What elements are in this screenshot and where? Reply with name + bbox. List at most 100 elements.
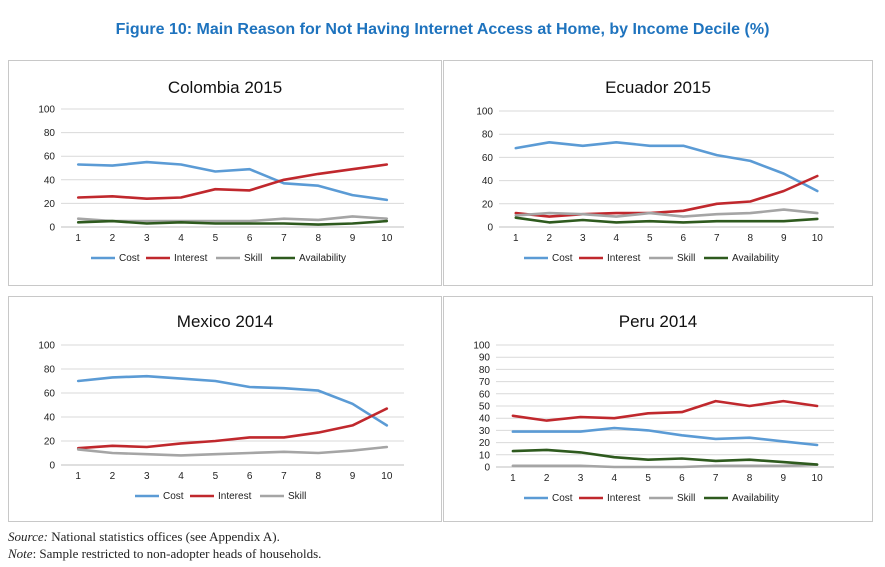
- chart-panel-peru: Peru 2014 0 10 20 30 40 50 60 70 80 90 100 1 2 3 4 5 6 7 8 9…: [443, 296, 873, 522]
- y-tick-label: 20: [44, 437, 56, 448]
- series-line-cost: [76, 374, 389, 427]
- y-tick-label: 0: [49, 223, 55, 234]
- y-tick-label: 20: [479, 438, 491, 449]
- x-tick-label: 10: [812, 233, 824, 244]
- y-tick-label: 30: [479, 426, 491, 437]
- legend-label-interest: Interest: [607, 493, 641, 504]
- x-tick-label: 3: [144, 471, 150, 482]
- chart-mexico: Mexico 2014 0 20 40 60 80 100 1 2 3 4 5 6 7 8 9 10 Cost In…: [38, 312, 404, 502]
- y-tick-label: 80: [479, 365, 491, 376]
- y-tick-label: 40: [44, 175, 56, 186]
- y-tick-label: 20: [482, 199, 494, 210]
- note-label: Note: [8, 546, 33, 561]
- x-tick-label: 7: [713, 473, 719, 484]
- series-line-interest: [511, 399, 819, 422]
- y-tick-label: 0: [484, 463, 490, 474]
- y-tick-label: 80: [44, 365, 56, 376]
- x-tick-label: 1: [75, 471, 81, 482]
- x-tick-label: 4: [178, 233, 184, 244]
- series-line-availability: [76, 219, 389, 226]
- series-line-interest: [514, 174, 819, 218]
- chart-title: Ecuador 2015: [605, 78, 711, 97]
- source-label: Source:: [8, 529, 48, 544]
- x-tick-label: 4: [178, 471, 184, 482]
- x-tick-label: 10: [381, 471, 393, 482]
- chart-panel-ecuador: Ecuador 2015 0 20 40 60 80 100 1 2 3 4 5 6 7 8 9 10 Cost I…: [443, 60, 873, 286]
- chart-panel-colombia: Colombia 2015 0 20 40 60 80 100 1 2 3 4 5 6 7 8 9 10 Cost…: [8, 60, 442, 286]
- x-tick-label: 6: [680, 233, 686, 244]
- y-tick-label: 80: [482, 130, 494, 141]
- x-tick-label: 2: [110, 471, 116, 482]
- legend-label-cost: Cost: [119, 253, 140, 264]
- series-line-skill: [76, 445, 389, 457]
- series-line-interest: [76, 407, 389, 450]
- y-tick-label: 50: [479, 402, 491, 413]
- y-tick-label: 40: [44, 413, 56, 424]
- x-tick-label: 3: [580, 233, 586, 244]
- y-tick-label: 90: [479, 353, 491, 364]
- sample-note: Note: Sample restricted to non-adopter h…: [8, 546, 321, 562]
- x-tick-label: 9: [781, 473, 787, 484]
- legend-label-interest: Interest: [218, 491, 252, 502]
- series-line-cost: [511, 426, 819, 447]
- series-line-availability: [514, 216, 819, 224]
- y-tick-label: 100: [473, 341, 490, 352]
- legend-label-interest: Interest: [607, 253, 641, 264]
- y-tick-label: 100: [38, 341, 55, 352]
- y-tick-label: 60: [44, 152, 56, 163]
- series-line-interest: [76, 163, 389, 200]
- legend-label-skill: Skill: [677, 253, 695, 264]
- figure-title: Figure 10: Main Reason for Not Having In…: [115, 21, 770, 38]
- source-note: Source: National statistics offices (see…: [8, 529, 280, 545]
- x-tick-label: 9: [350, 471, 356, 482]
- x-tick-label: 5: [647, 233, 653, 244]
- legend-label-interest: Interest: [174, 253, 208, 264]
- x-tick-label: 5: [213, 471, 219, 482]
- note-text: : Sample restricted to non-adopter heads…: [32, 546, 322, 561]
- y-tick-label: 80: [44, 128, 56, 139]
- legend-label-cost: Cost: [552, 493, 573, 504]
- series-line-skill: [511, 463, 819, 469]
- chart-title: Colombia 2015: [168, 78, 282, 97]
- x-tick-label: 8: [747, 473, 753, 484]
- source-text: National statistics offices (see Appendi…: [47, 529, 280, 544]
- legend-label-skill: Skill: [288, 491, 306, 502]
- y-tick-label: 70: [479, 377, 491, 388]
- series-line-cost: [514, 141, 819, 193]
- y-tick-label: 100: [476, 107, 493, 118]
- series-line-skill: [514, 208, 819, 218]
- x-tick-label: 4: [613, 233, 619, 244]
- x-tick-label: 6: [247, 233, 253, 244]
- y-tick-label: 0: [487, 223, 493, 234]
- series-line-availability: [511, 448, 819, 466]
- x-tick-label: 3: [144, 233, 150, 244]
- x-tick-label: 7: [714, 233, 720, 244]
- x-tick-label: 10: [812, 473, 824, 484]
- x-tick-label: 9: [350, 233, 356, 244]
- y-tick-label: 20: [44, 199, 56, 210]
- series-line-cost: [76, 160, 389, 202]
- y-tick-label: 60: [479, 389, 491, 400]
- y-tick-label: 40: [479, 414, 491, 425]
- y-tick-label: 60: [482, 153, 494, 164]
- x-tick-label: 2: [110, 233, 116, 244]
- legend-label-cost: Cost: [163, 491, 184, 502]
- chart-panel-mexico: Mexico 2014 0 20 40 60 80 100 1 2 3 4 5 6 7 8 9 10 Cost In…: [8, 296, 442, 522]
- legend-label-availability: Availability: [299, 253, 346, 264]
- x-tick-label: 9: [781, 233, 787, 244]
- x-tick-label: 5: [213, 233, 219, 244]
- x-tick-label: 8: [315, 233, 321, 244]
- x-tick-label: 8: [315, 471, 321, 482]
- x-tick-label: 6: [247, 471, 253, 482]
- chart-title: Mexico 2014: [177, 312, 273, 331]
- x-tick-label: 7: [281, 471, 287, 482]
- x-tick-label: 2: [546, 233, 552, 244]
- x-tick-label: 10: [381, 233, 393, 244]
- legend-label-availability: Availability: [732, 253, 779, 264]
- x-tick-label: 1: [75, 233, 81, 244]
- x-tick-label: 4: [612, 473, 618, 484]
- y-tick-label: 60: [44, 389, 56, 400]
- series-line-skill: [76, 215, 389, 223]
- y-tick-label: 40: [482, 176, 494, 187]
